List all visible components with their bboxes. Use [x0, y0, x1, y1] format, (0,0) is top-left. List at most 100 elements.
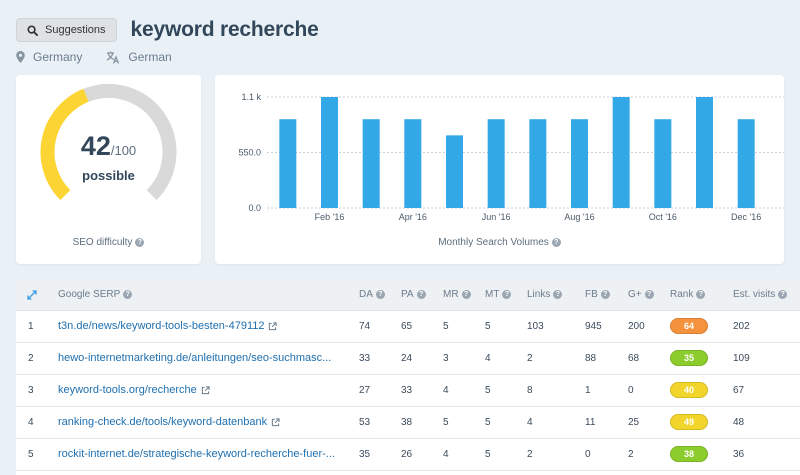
serp-link[interactable]: ranking-check.de/tools/keyword-datenbank	[58, 416, 280, 428]
cell-links: 2	[527, 353, 533, 364]
chart-bar	[654, 119, 672, 208]
cell-pa: 65	[401, 321, 413, 332]
row-number: 1	[28, 321, 34, 332]
chart-bar	[696, 97, 713, 208]
col-header-fb: FB?	[585, 289, 610, 300]
location-label: Germany	[33, 50, 83, 64]
table-row: 3 keyword-tools.org/recherche 27 33 4 5 …	[16, 375, 800, 407]
seo-score: 42/100	[16, 131, 201, 162]
cell-pa: 26	[401, 449, 413, 460]
serp-link-text: ranking-check.de/tools/keyword-datenbank	[58, 416, 268, 428]
row-number: 5	[28, 449, 34, 460]
gauge-fill	[40, 88, 89, 201]
serp-link-text: rockit-internet.de/strategische-keyword-…	[58, 448, 335, 460]
col-header-da-label: DA	[359, 289, 373, 300]
cell-fb: 945	[585, 321, 602, 332]
x-tick-label: Apr '16	[399, 212, 427, 222]
cell-est-visits: 36	[733, 449, 745, 460]
rank-badge: 38	[670, 446, 708, 462]
col-header-mr: MR?	[443, 289, 471, 300]
seo-difficulty-caption: SEO difficulty ?	[16, 237, 201, 248]
rank-badge: 35	[670, 350, 708, 366]
serp-table: Google SERP? DA? PA? MR? MT? Links? FB? …	[16, 280, 800, 475]
col-header-fb-label: FB	[585, 289, 598, 300]
cell-fb: 0	[585, 449, 591, 460]
search-icon	[27, 24, 38, 36]
cell-gplus: 2	[628, 449, 634, 460]
chart-bar	[737, 119, 755, 208]
col-header-est-visits-label: Est. visits	[733, 289, 776, 300]
cell-links: 103	[527, 321, 544, 332]
suggestions-button[interactable]: Suggestions	[16, 18, 117, 42]
cell-fb: 88	[585, 353, 597, 364]
col-header-mt-label: MT	[485, 289, 500, 300]
rank-badge: 40	[670, 382, 708, 398]
help-icon[interactable]: ?	[135, 238, 145, 247]
language-selector[interactable]: German	[106, 50, 172, 64]
cell-mt: 5	[485, 385, 491, 396]
help-icon[interactable]: ?	[375, 290, 385, 299]
serp-link[interactable]: hewo-internetmarketing.de/anleitungen/se…	[58, 352, 331, 364]
col-header-mr-label: MR	[443, 289, 459, 300]
external-link-icon	[201, 385, 210, 394]
seo-score-label: possible	[82, 168, 135, 183]
cell-da: 27	[359, 385, 371, 396]
cell-da: 74	[359, 321, 371, 332]
seo-score-value: 42	[80, 131, 111, 161]
cell-mt: 4	[485, 353, 491, 364]
col-header-rank: Rank?	[670, 289, 706, 300]
map-pin-icon	[16, 51, 25, 63]
cell-gplus: 200	[628, 321, 645, 332]
cell-pa: 33	[401, 385, 413, 396]
expand-icon[interactable]	[27, 290, 37, 300]
serp-link[interactable]: t3n.de/news/keyword-tools-besten-479112	[58, 320, 278, 332]
cell-mr: 4	[443, 449, 449, 460]
cell-mr: 4	[443, 385, 449, 396]
gauge-track	[83, 84, 177, 201]
help-icon[interactable]: ?	[123, 290, 133, 299]
help-icon[interactable]: ?	[644, 290, 654, 299]
chart-caption: Monthly Search Volumes ?	[215, 237, 784, 248]
col-header-gplus: G+?	[628, 289, 654, 300]
serp-link[interactable]: rockit-internet.de/strategische-keyword-…	[58, 448, 335, 460]
help-icon[interactable]: ?	[778, 290, 788, 299]
language-label: German	[128, 50, 172, 64]
help-icon[interactable]: ?	[502, 290, 512, 299]
chart-bar	[571, 119, 588, 208]
col-header-mt: MT?	[485, 289, 512, 300]
external-link-icon	[269, 321, 278, 330]
serp-link-text: t3n.de/news/keyword-tools-besten-479112	[58, 320, 265, 332]
keyword-meta: Germany German	[16, 50, 196, 64]
cell-mr: 5	[443, 321, 449, 332]
row-number: 2	[28, 353, 34, 364]
cell-est-visits: 109	[733, 353, 750, 364]
serp-table-header: Google SERP? DA? PA? MR? MT? Links? FB? …	[16, 280, 800, 311]
external-link-icon	[271, 417, 280, 426]
cell-mt: 5	[485, 449, 491, 460]
help-icon[interactable]: ?	[600, 290, 610, 299]
serp-link-text: keyword-tools.org/recherche	[58, 384, 197, 396]
cell-fb: 11	[585, 417, 596, 428]
serp-link[interactable]: keyword-tools.org/recherche	[58, 384, 210, 396]
help-icon[interactable]: ?	[416, 290, 426, 299]
table-row: 5 rockit-internet.de/strategische-keywor…	[16, 439, 800, 471]
seo-difficulty-caption-text: SEO difficulty	[72, 237, 133, 248]
cell-pa: 24	[401, 353, 413, 364]
seo-difficulty-card: 42/100 possible SEO difficulty ?	[16, 75, 201, 264]
cell-links: 2	[527, 449, 533, 460]
help-icon[interactable]: ?	[461, 290, 471, 299]
help-icon[interactable]: ?	[696, 290, 706, 299]
help-icon[interactable]: ?	[551, 238, 561, 247]
rank-badge: 49	[670, 414, 708, 430]
chart-caption-text: Monthly Search Volumes	[438, 237, 549, 248]
help-icon[interactable]: ?	[553, 290, 563, 299]
col-header-pa-label: PA	[401, 289, 414, 300]
cell-gplus: 68	[628, 353, 640, 364]
table-row: 1 t3n.de/news/keyword-tools-besten-47911…	[16, 311, 800, 343]
chart-bar	[404, 119, 422, 208]
col-header-rank-label: Rank	[670, 289, 694, 300]
location-selector[interactable]: Germany	[16, 50, 82, 64]
cell-est-visits: 48	[733, 417, 745, 428]
header: Suggestions keyword recherche	[16, 18, 319, 42]
chart-bar	[321, 97, 338, 208]
